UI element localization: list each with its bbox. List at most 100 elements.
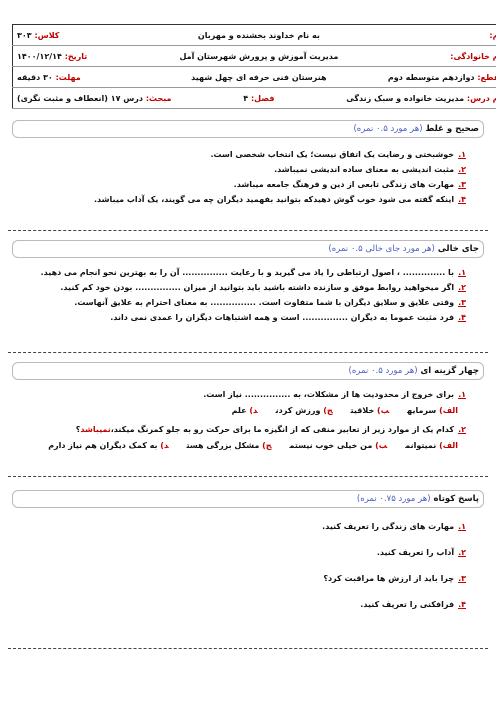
section-title: چهار گزینه ای (هر مورد ۰.۵ نمره) [12,362,484,380]
option: د) علم [232,406,258,415]
question-number: ۳. [458,574,466,583]
field-label: تاریخ: [64,51,88,61]
option: د) به کمک دیگران هم نیاز دارم [48,441,168,450]
option-letter: ج) [323,406,333,415]
question-text: آداب را تعریف کنید. [376,548,455,557]
section-title: صحیح و غلط (هر مورد ۰.۵ نمره) [12,120,484,138]
question-number: ۲. [458,548,466,557]
option-letter: الف) [439,441,458,450]
field-label: کلاس: [34,30,60,40]
question-text: برای خروج از محدودیت ها از مشکلات، به ..… [203,390,455,399]
question-number: ۲. [458,425,466,434]
question-text: با .............. ، اصول ارتباطی را یاد … [40,268,455,277]
question-number: ۱. [458,522,466,531]
header-row: نام: به نام خداوند بخشنده و مهربان کلاس: ۳… [12,24,496,46]
header-body: نام: به نام خداوند بخشنده و مهربان کلاس: ۳… [12,24,496,109]
section: جای خالی (هر مورد جای خالی ۰.۵ نمره) ۱.با… [12,240,484,322]
header-cell: مهلت: ۳۰ دقیقه [12,66,176,88]
question: ۲.آداب را تعریف کنید. [12,548,484,557]
section-points: (هر مورد جای خالی ۰.۵ نمره) [328,244,435,254]
header-cell: کلاس: ۳۰۳ [12,24,176,46]
header-cell: نام خانوادگی: [342,45,496,67]
header-cell: به نام خداوند بخشنده و مهربان [175,24,343,46]
question-number: ۲. [458,283,466,292]
options: الف) سرمایه ب) خلاقیت ج) ورزش کردن د) علم [12,406,484,415]
question: ۴.فرافکنی را تعریف کنید. [12,600,484,609]
field-value: به نام خداوند بخشنده و مهربان [197,30,320,40]
option-letter: ب) [377,406,390,415]
option-letter: ب) [375,441,388,450]
question-text: خوشبختی و رضایت یک اتفاق نیست؛ یک انتخاب… [210,150,455,159]
option: ب) خلاقیت [351,406,390,415]
question: ۲.مثبت اندیشی به معنای ساده اندیشی نمیبا… [12,165,484,174]
question-text: چرا باید از ارزش ها مراقبت کرد؟ [323,574,455,583]
question: ۳.مهارت های زندگی تابعی از دین و فرهنگ ج… [12,180,484,189]
header-cell: هنرستان فنی حرفه ای چهل شهید [175,66,343,88]
question: ۳.چرا باید از ارزش ها مراقبت کرد؟ [12,574,484,583]
field-label: نام خانوادگی: [450,51,496,61]
field-value: درس ۱۷ (انعطاف و مثبت نگری) [17,93,144,103]
question-number: ۱. [458,390,466,399]
question: ۱.با .............. ، اصول ارتباطی را یا… [12,268,484,277]
field-value: ۳۰ دقیقه [17,72,53,82]
question-number: ۴. [458,600,466,609]
option-text: ورزش کردن [275,406,321,415]
question: ۲.اگر میخواهید روابط موفق و سازنده داشته… [12,283,484,292]
question-number: ۱. [458,268,466,277]
section-points: (هر مورد ۰.۵ نمره) [348,366,418,376]
question: ۳.وقتی علایق و سلایق دیگران با شما متفاو… [12,298,484,307]
header-cell: مدیریت آموزش و پرورش شهرستان آمل [175,45,343,67]
question: ۱.خوشبختی و رضایت یک اتفاق نیست؛ یک انتخ… [12,150,484,159]
option-letter: الف) [439,406,458,415]
header-row: نام درس: مدیریت خانواده و سبک زندگیفصل: … [12,87,496,109]
question: ۱.برای خروج از محدودیت ها از مشکلات، به … [12,390,484,399]
section: چهار گزینه ای (هر مورد ۰.۵ نمره) ۱.برای خ… [12,362,484,450]
question-text: فرافکنی را تعریف کنید. [360,600,455,609]
question: ۴.فرد مثبت عموما به دیگران .............… [12,313,484,322]
option-letter: د) [249,406,258,415]
section-name: پاسخ کوتاه [433,494,479,504]
field-label: مقطع: [477,72,496,82]
question-text: اینکه گفته می شود خوب گوش دهیدکه بتوانید… [94,195,455,204]
option-text: علم [231,406,247,415]
header-table: نام: به نام خداوند بخشنده و مهربان کلاس: ۳… [12,24,496,109]
question-text: کدام یک از موارد زیر از تعابیر منفی که ا… [110,425,455,434]
question-number: ۴. [458,313,466,322]
field-value: ۱۴۰۰/۱۲/۱۴ [17,51,62,61]
header-cell: مقطع: دوازدهم متوسطه دوم [342,66,496,88]
question: ۱.مهارت های زندگی را تعریف کنید. [12,522,484,531]
options: الف) نمیتوانم ب) من خیلی خوب نیستم ج) مشکل… [12,441,484,450]
field-label: نام درس: [466,93,496,103]
separator [8,648,488,649]
field-value: مدیریت آموزش و پرورش شهرستان آمل [179,51,339,61]
question-number: ۳. [458,298,466,307]
question: ۲.کدام یک از موارد زیر از تعابیر منفی که… [12,425,484,434]
question-number: ۴. [458,195,466,204]
option-text: من خیلی خوب نیستم [289,441,373,450]
question-emphasis: نمیباشد [80,425,111,434]
header-cell: فصل: ۴ [175,87,343,109]
field-value: هنرستان فنی حرفه ای چهل شهید [191,72,327,82]
option: ج) ورزش کردن [276,406,333,415]
question-text: اگر میخواهید روابط موفق و سازنده داشته ب… [60,283,455,292]
section: صحیح و غلط (هر مورد ۰.۵ نمره) ۱.خوشبختی و… [12,120,484,204]
question-number: ۲. [458,165,466,174]
header-cell: مبحث: درس ۱۷ (انعطاف و مثبت نگری) [12,87,176,109]
section-name: صحیح و غلط [425,124,479,134]
option-text: سرمایه [407,406,437,415]
option-text: مشکل بزرگی هست [186,441,260,450]
section-name: چهار گزینه ای [420,366,480,376]
section-points: (هر مورد ۰.۷۵ نمره) [356,494,431,504]
separator [8,476,488,477]
question: ۴.اینکه گفته می شود خوب گوش دهیدکه بتوان… [12,195,484,204]
option-letter: ج) [262,441,272,450]
option-text: به کمک دیگران هم نیاز دارم [48,441,158,450]
header-cell: نام درس: مدیریت خانواده و سبک زندگی [342,87,496,109]
option: الف) نمیتوانم [405,441,458,450]
field-label: نام: [489,30,496,40]
field-value: دوازدهم متوسطه دوم [387,72,475,82]
question-text: وقتی علایق و سلایق دیگران با شما متفاوت … [74,298,455,307]
field-label: مهلت: [55,72,81,82]
option: ج) مشکل بزرگی هست [187,441,272,450]
